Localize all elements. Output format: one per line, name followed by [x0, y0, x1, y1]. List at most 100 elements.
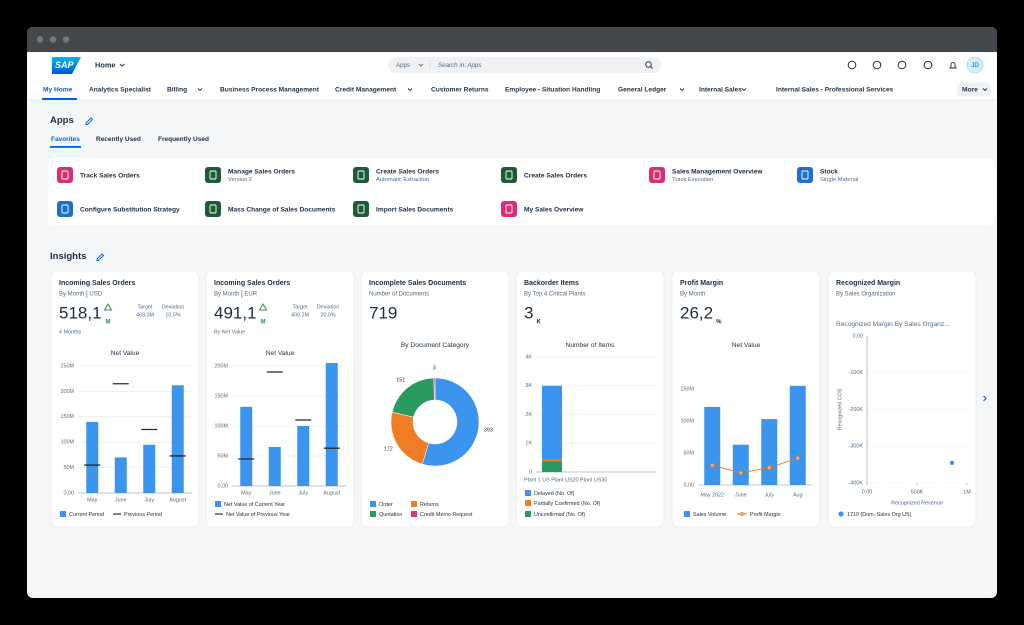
- app-title[interactable]: Mass Change of Sales Documents: [228, 206, 336, 213]
- y-tick-label: 0,00: [853, 333, 864, 339]
- bar-segment: [542, 459, 562, 462]
- search-field[interactable]: [388, 57, 661, 73]
- nav-item[interactable]: Internal Sales - Professional Services: [776, 87, 894, 94]
- legend-swatch: [525, 500, 531, 506]
- app-icon[interactable]: [57, 167, 73, 183]
- nav-item[interactable]: Internal Sales: [699, 87, 742, 94]
- insight-card[interactable]: Incoming Sales Orders By Month EUR 491,1 M Ta…: [205, 270, 355, 528]
- legend-label[interactable]: Quotation: [379, 512, 402, 518]
- edit-icon[interactable]: [85, 117, 94, 125]
- chevron-icon: [197, 88, 203, 92]
- legend-swatch: [60, 511, 66, 517]
- bar: [325, 363, 338, 486]
- deviation-value: 10,5%: [165, 312, 180, 318]
- legend-label[interactable]: Net Value of Current Year: [224, 502, 285, 508]
- insight-card[interactable]: Incomplete Sales Documents Number of Docu…: [360, 270, 510, 528]
- tab[interactable]: Frequently Used: [158, 136, 209, 143]
- nav-item[interactable]: Business Process Management: [220, 87, 320, 94]
- legend-label[interactable]: Current Period: [69, 512, 104, 518]
- y-tick-label: 50M: [218, 453, 229, 459]
- search-placeholder[interactable]: Search in: Apps: [438, 62, 481, 69]
- chevron-icon: [982, 88, 988, 92]
- app-title[interactable]: Create Sales Orders: [376, 168, 439, 175]
- legend-label[interactable]: Profit Margin: [750, 512, 781, 518]
- bar: [143, 444, 156, 493]
- help-icon[interactable]: [923, 60, 933, 70]
- legend-label[interactable]: Delayed (No. Of): [534, 491, 575, 497]
- shell-icon[interactable]: [897, 60, 907, 70]
- legend-label[interactable]: Net Value of Previous Year: [226, 512, 290, 518]
- apps-panel: [48, 158, 995, 225]
- nav-item[interactable]: Customer Returns: [431, 87, 489, 94]
- search-icon[interactable]: [645, 61, 652, 68]
- scatter-point[interactable]: [949, 460, 955, 465]
- legend-label[interactable]: Unconfirmed (No. Of): [534, 512, 585, 518]
- nav-item[interactable]: Credit Management: [335, 87, 397, 94]
- app-icon[interactable]: [57, 201, 73, 217]
- x-tick-label: 0,00: [862, 489, 873, 495]
- app-icon[interactable]: [205, 167, 221, 183]
- insight-card[interactable]: Recognized Margin By Sales Organization Re…: [827, 270, 977, 528]
- legend-label[interactable]: Sales Volume: [693, 512, 726, 518]
- window-dot[interactable]: [62, 36, 70, 43]
- nav-more[interactable]: More: [962, 87, 978, 94]
- legend-label[interactable]: 1710 (Dom. Sales Org US): [847, 512, 912, 518]
- app-icon[interactable]: [205, 201, 221, 217]
- shell-icon[interactable]: [872, 60, 882, 70]
- logo-text: SAP: [55, 60, 75, 70]
- insight-card[interactable]: Profit Margin By Month 26,2% Net Value 0,00 5…: [671, 270, 821, 528]
- legend-label[interactable]: Returns: [420, 502, 439, 508]
- nav-item[interactable]: Analytics Specialist: [89, 87, 152, 94]
- y-tick-label: 150M: [215, 393, 229, 399]
- app-title[interactable]: Import Sales Documents: [376, 206, 454, 213]
- app-icon[interactable]: [649, 167, 665, 183]
- home-menu[interactable]: Home: [95, 60, 116, 69]
- app-title[interactable]: Create Sales Orders: [524, 172, 587, 179]
- legend-label[interactable]: Previous Period: [124, 512, 162, 518]
- legend-swatch: [370, 501, 376, 507]
- sap-logo[interactable]: [52, 57, 81, 74]
- app-title[interactable]: Stock: [820, 168, 838, 175]
- app-icon[interactable]: [353, 167, 369, 183]
- legend-label[interactable]: Order: [379, 502, 393, 508]
- app-icon[interactable]: [501, 167, 517, 183]
- nav-item[interactable]: Employee - Situation Handling: [505, 87, 600, 94]
- legend-swatch: [215, 501, 221, 507]
- app-title[interactable]: Manage Sales Orders: [228, 168, 295, 175]
- line-point: [767, 465, 772, 470]
- shell-icon[interactable]: [847, 60, 857, 70]
- card-background: [515, 270, 665, 528]
- app-icon[interactable]: [501, 201, 517, 217]
- insight-card[interactable]: Incoming Sales Orders By Month USD 518,1 M Ta…: [50, 270, 200, 528]
- more-button[interactable]: [957, 82, 991, 97]
- app-icon-glyph: [209, 204, 217, 214]
- avatar-initials: JD: [971, 63, 979, 69]
- legend-label[interactable]: Partially Confirmed (No. Of): [534, 501, 600, 507]
- search-scope[interactable]: Apps: [396, 62, 410, 69]
- y-tick-label: 100M: [681, 418, 695, 424]
- data-label: 393: [484, 427, 493, 433]
- window-dot[interactable]: [49, 36, 57, 43]
- window-dot[interactable]: [36, 36, 44, 43]
- app-icon[interactable]: [353, 201, 369, 217]
- x-tick-label: July: [144, 497, 154, 503]
- tab[interactable]: Favorites: [51, 136, 80, 143]
- nav-item[interactable]: General Ledger: [618, 87, 667, 94]
- nav-item[interactable]: Billing: [167, 87, 187, 94]
- insight-card[interactable]: Backorder Items By Top 4 Critical Plants 3…: [515, 270, 665, 528]
- nav-item[interactable]: My Home: [43, 87, 73, 94]
- tab[interactable]: Recently Used: [96, 136, 141, 143]
- app-title[interactable]: Sales Management Overview: [672, 168, 763, 175]
- notification-icon[interactable]: [949, 61, 957, 69]
- kpi-value: 26,2: [680, 303, 713, 322]
- legend-swatch: [684, 511, 690, 517]
- y-tick-label: 0,00: [684, 482, 695, 488]
- legend-label[interactable]: Credit Memo Request: [420, 512, 473, 518]
- app-title[interactable]: Track Sales Orders: [80, 172, 140, 179]
- scroll-right-arrow[interactable]: [983, 395, 987, 402]
- edit-icon[interactable]: [96, 253, 105, 261]
- app-title[interactable]: My Sales Overview: [524, 206, 584, 213]
- avatar[interactable]: [966, 56, 984, 74]
- app-icon[interactable]: [797, 167, 813, 183]
- app-title[interactable]: Configure Substitution Strategy: [80, 206, 180, 213]
